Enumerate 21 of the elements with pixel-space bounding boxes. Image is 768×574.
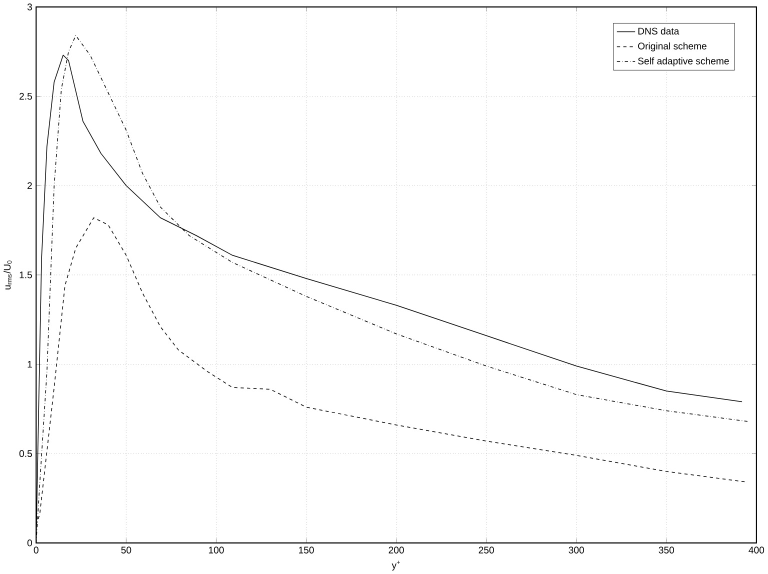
legend-label: Original scheme xyxy=(638,42,706,52)
x-tick-label: 350 xyxy=(658,546,674,554)
y-tick-label: 2.5 xyxy=(20,92,32,100)
y-tick-label: 1 xyxy=(28,360,32,368)
x-tick-label: 100 xyxy=(208,546,224,554)
y-tick-label: 0.5 xyxy=(19,450,32,457)
y-tick-label: 2 xyxy=(28,182,32,189)
y-tick-label: 1.5 xyxy=(20,272,32,278)
x-tick-label: 400 xyxy=(748,546,764,554)
y-axis-title: u$_{rms}$/U$_{0}$ xyxy=(4,260,12,290)
x-tick-label: 50 xyxy=(121,546,132,554)
x-tick-label: 300 xyxy=(568,546,584,554)
x-tick-label: 250 xyxy=(478,546,494,554)
y-tick-label: 0 xyxy=(27,539,32,546)
legend-label: DNS data xyxy=(638,27,680,35)
x-tick-label: 150 xyxy=(298,546,314,554)
x-axis-title: y$^{+}$ xyxy=(392,560,400,570)
legend-label: Self adaptive scheme xyxy=(638,57,729,66)
y-tick-label: 3 xyxy=(27,4,32,10)
x-tick-label: 200 xyxy=(388,546,404,554)
x-tick-label: 0 xyxy=(34,546,38,554)
